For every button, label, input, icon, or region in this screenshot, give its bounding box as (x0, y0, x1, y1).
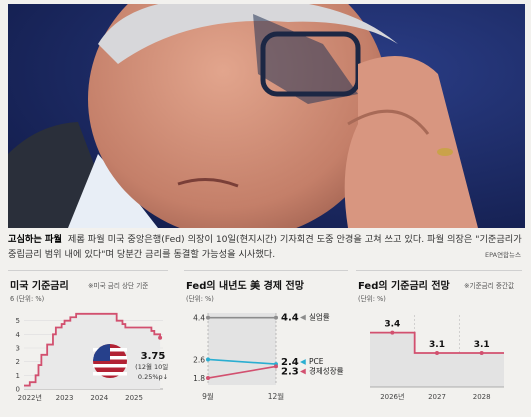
rate-annotation-date: (12월 10일) (135, 362, 168, 371)
x-tick-label: 2022년 (18, 393, 42, 402)
flag-canton (93, 344, 110, 361)
fed-rate-outlook-note: ※기준금리 중간값 (464, 282, 515, 290)
caption-lead: 고심하는 파월 (8, 234, 62, 245)
rate-annotation-change: 0.25%p↓ (138, 373, 168, 381)
fed-rate-outlook-chart: 3.4 2026년 3.1 2027 3.1 2028 (370, 315, 504, 401)
y-tick-label: 5 (16, 317, 20, 325)
x-tick-label: 2024 (90, 394, 108, 402)
series-marker-icon: ◀ (300, 313, 306, 322)
x-tick-label: 2025 (125, 394, 143, 402)
photo-illustration (8, 4, 525, 228)
series-name-label: 경제성장률 (309, 365, 344, 375)
series-point (206, 357, 210, 362)
caption-text: 제롬 파월 미국 중앙은행(Fed) 의장이 10일(현지시간) 기자회견 도중… (8, 234, 522, 260)
x-tick-label: 9월 (202, 391, 214, 401)
series-line (207, 365, 277, 379)
photo-credit: EPA연합뉴스 (485, 251, 521, 259)
x-tick-label: 12월 (268, 391, 285, 401)
fed-rate-outlook-panel: Fed의 기준금리 전망 ※기준금리 중간값 (단위: %) 3.4 2026년 3… (356, 270, 522, 411)
y-tick-label: 4 (16, 331, 21, 339)
y-tick-label: 0 (16, 386, 20, 394)
econ-outlook-panel: Fed의 내년도 美 경제 전망 (단위: %) 9월 12월 4.4 4.4 ◀ 실업률… (184, 270, 348, 411)
left-value-label: 1.8 (193, 374, 205, 383)
series-line (207, 358, 277, 365)
series-point (274, 315, 278, 320)
photo-caption: 고심하는 파월 제롬 파월 미국 중앙은행(Fed) 의장이 10일(현지시간) … (8, 232, 523, 262)
series-name-label: PCE (309, 357, 324, 366)
rate-line (24, 312, 162, 387)
econ-outlook-title: Fed의 내년도 美 경제 전망 (186, 281, 304, 292)
right-value-label: 4.4 (281, 313, 299, 324)
x-tick-label: 2027 (428, 393, 446, 401)
us-rate-unit: 6 (단위: %) (10, 295, 45, 303)
rate-endpoint (158, 335, 163, 340)
rate-area (370, 332, 504, 387)
projection-point (435, 351, 439, 355)
us-rate-title: 미국 기준금리 (10, 281, 69, 292)
series-marker-icon: ◀ (300, 357, 306, 366)
chart-background (208, 313, 276, 385)
series-name-label: 실업률 (309, 312, 330, 322)
series-point (274, 364, 278, 369)
us-rate-note: ※미국 금리 상단 기준 (88, 282, 149, 290)
fed-rate-outlook-unit: (단위: %) (358, 295, 386, 303)
y-tick-label: 1 (16, 372, 20, 380)
left-value-label: 2.6 (193, 355, 205, 364)
fed-rate-outlook-title: Fed의 기준금리 전망 (358, 281, 450, 292)
x-tick-label: 2028 (473, 393, 491, 401)
value-label: 3.1 (474, 340, 490, 350)
rate-area (24, 313, 161, 389)
series-point (206, 376, 210, 381)
projection-point (479, 351, 484, 355)
flag-stripe (93, 364, 127, 368)
x-tick-label: 2023 (56, 394, 74, 402)
x-tick-label: 2026년 (380, 392, 404, 401)
series-point (206, 315, 210, 320)
series-marker-icon: ◀ (300, 366, 306, 375)
right-value-label: 2.4 (281, 357, 299, 368)
left-value-label: 4.4 (193, 314, 205, 323)
rate-projection-line (370, 331, 504, 354)
us-rate-chart: 0 1 2 3 4 5 2022년 2023 2024 2025 3.75(12월 10일) 0.25… (16, 312, 168, 402)
projection-point (390, 330, 395, 335)
rate-annotation-value: 3.75 (141, 351, 166, 362)
econ-outlook-unit: (단위: %) (186, 295, 214, 303)
y-tick-label: 2 (16, 358, 20, 366)
news-photo (8, 4, 525, 228)
value-label: 3.4 (384, 320, 400, 330)
right-value-label: 2.3 (281, 366, 299, 377)
us-rate-panel: 미국 기준금리 ※미국 금리 상단 기준 6 (단위: %) 0 1 2 3 4 5 202… (8, 270, 168, 411)
y-tick-label: 3 (16, 345, 20, 353)
value-label: 3.1 (429, 340, 445, 350)
flag-stripe (93, 372, 127, 376)
